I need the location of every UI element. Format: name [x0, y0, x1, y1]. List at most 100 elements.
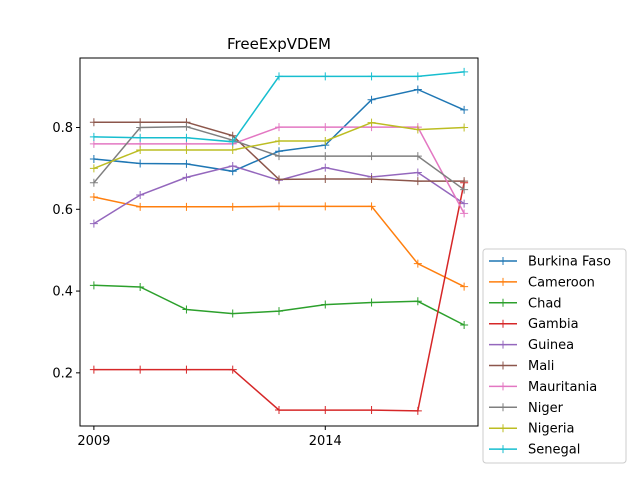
legend-item: Mauritania	[489, 380, 597, 395]
series-line	[93, 71, 465, 143]
legend-marker	[499, 298, 507, 307]
data-point	[367, 95, 376, 104]
x-tick-label: 2014	[309, 434, 342, 449]
series-line	[93, 196, 465, 288]
data-point	[228, 365, 237, 374]
y-tick-label: 0.8	[52, 121, 73, 136]
legend-marker	[499, 361, 507, 370]
legend-label: Niger	[528, 401, 564, 416]
legend: Burkina Faso Cameroon Chad Gambia Guinea Mali…	[482, 248, 627, 464]
legend-label: Guinea	[528, 338, 574, 353]
data-point	[460, 209, 469, 218]
legend-item: Guinea	[489, 338, 574, 353]
data-point	[136, 190, 145, 199]
data-point	[89, 118, 98, 127]
data-point	[367, 72, 376, 81]
series-layer	[89, 67, 469, 415]
data-point	[275, 406, 283, 415]
data-point	[228, 202, 237, 211]
legend-item: Niger	[489, 401, 564, 416]
data-point	[89, 281, 98, 290]
data-point	[413, 152, 422, 161]
data-point	[182, 159, 191, 168]
data-point	[413, 125, 422, 134]
legend-marker	[499, 319, 507, 328]
data-point	[413, 297, 422, 306]
legend-label: Burkina Faso	[528, 255, 611, 270]
legend-label: Senegal	[528, 443, 580, 458]
data-point	[460, 282, 469, 291]
data-point	[182, 202, 191, 211]
data-point	[413, 177, 422, 186]
legend-item: Chad	[489, 296, 562, 311]
series-8	[89, 118, 469, 173]
data-point	[460, 321, 469, 330]
data-point	[367, 152, 376, 161]
series-2	[89, 281, 469, 330]
legend-marker	[499, 340, 507, 349]
data-point	[89, 178, 98, 187]
data-point	[321, 406, 330, 415]
data-point	[413, 168, 422, 177]
data-point	[321, 175, 330, 184]
legend-label: Cameroon	[528, 275, 595, 290]
x-tick-label: 2009	[77, 434, 110, 449]
y-tick-label: 0.2	[52, 366, 73, 381]
data-point	[275, 72, 283, 81]
legend-marker	[499, 403, 507, 412]
data-point	[182, 133, 191, 142]
data-point	[228, 137, 237, 146]
legend-marker	[499, 257, 507, 265]
data-point	[136, 282, 145, 291]
data-point	[275, 202, 283, 211]
data-point	[321, 152, 330, 161]
data-point	[89, 164, 98, 173]
chart-title: FreeExpVDEM	[227, 35, 331, 53]
data-point	[321, 163, 330, 172]
data-point	[413, 85, 422, 94]
legend-item: Gambia	[489, 317, 579, 332]
legend-label: Nigeria	[528, 422, 575, 437]
legend-box	[482, 248, 627, 464]
series-line	[93, 165, 465, 225]
data-point	[228, 309, 237, 318]
data-point	[182, 305, 191, 314]
data-point	[182, 173, 191, 182]
legend-item: Nigeria	[489, 422, 575, 437]
legend-item: Senegal	[489, 443, 580, 458]
series-4	[89, 161, 469, 228]
data-point	[275, 152, 283, 161]
data-point	[89, 365, 98, 374]
plot-frame	[79, 57, 479, 427]
data-point	[89, 139, 98, 148]
data-point	[321, 123, 330, 132]
series-line	[93, 182, 465, 412]
data-point	[413, 406, 422, 415]
data-point	[228, 161, 237, 170]
series-0	[89, 85, 469, 176]
series-5	[89, 118, 469, 186]
data-point	[367, 202, 376, 211]
data-point	[460, 185, 469, 194]
data-point	[89, 154, 98, 163]
legend-label: Chad	[528, 296, 562, 311]
data-point	[413, 259, 422, 268]
legend-marker	[499, 382, 507, 391]
data-point	[275, 137, 283, 146]
data-point	[89, 193, 98, 202]
data-point	[460, 199, 469, 208]
data-point	[89, 219, 98, 228]
legend-label: Gambia	[528, 317, 579, 332]
legend-marker	[499, 424, 507, 433]
data-point	[275, 123, 283, 132]
legend-label: Mali	[528, 359, 554, 374]
x-axis: 2009 2014	[77, 426, 342, 449]
series-9	[89, 67, 469, 146]
data-point	[321, 300, 330, 309]
data-point	[367, 175, 376, 184]
data-point	[136, 159, 145, 168]
data-point	[275, 175, 283, 184]
legend-marker	[499, 277, 507, 286]
legend-item: Cameroon	[489, 275, 595, 290]
